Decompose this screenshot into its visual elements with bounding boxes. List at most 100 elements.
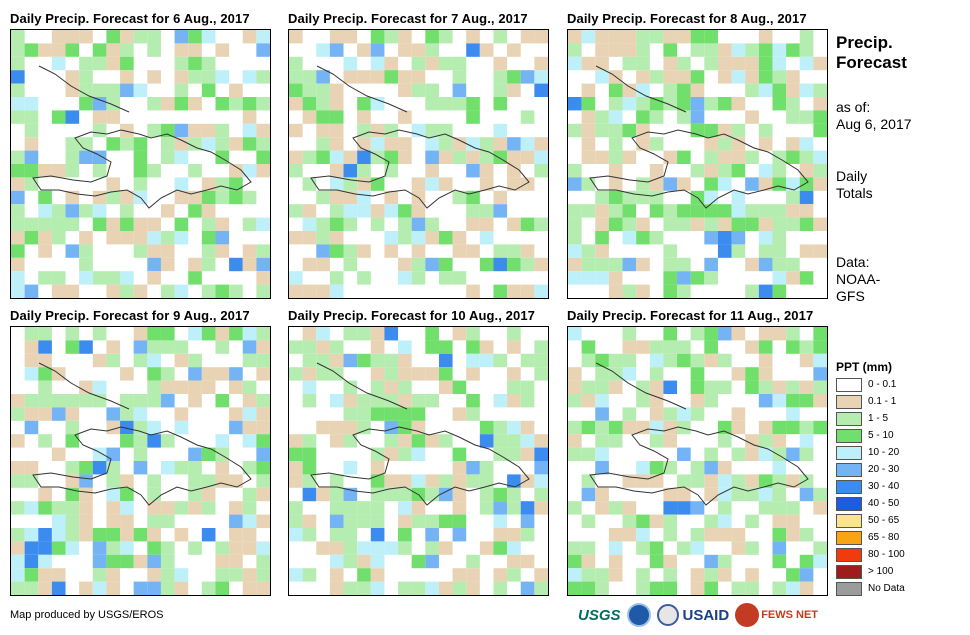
precip-cell (201, 204, 216, 218)
precip-cell (493, 204, 508, 218)
precip-cell (772, 244, 787, 258)
precip-cell (120, 30, 134, 44)
precip-cell (452, 474, 467, 488)
precip-cell (411, 271, 426, 285)
precip-cell (608, 541, 623, 555)
daily-label: Daily (836, 168, 868, 184)
precip-cell (106, 340, 121, 354)
precip-cell (201, 501, 216, 515)
precip-cell (717, 123, 732, 138)
precip-cell (329, 474, 344, 488)
precip-cell (493, 394, 508, 408)
precip-cell (690, 164, 705, 178)
precip-cell (507, 394, 521, 408)
precip-cell (493, 487, 508, 502)
precip-cell (411, 407, 426, 421)
precip-cell (438, 581, 453, 595)
precip-cell (65, 137, 80, 151)
precip-cell (507, 487, 521, 502)
precip-cell (608, 528, 623, 542)
precip-cell (581, 56, 596, 71)
precip-cell (786, 581, 800, 595)
precip-cell (357, 190, 371, 205)
precip-cell (622, 83, 637, 97)
precip-cell (302, 257, 317, 272)
legend-swatch (836, 564, 862, 579)
precip-cell (242, 110, 257, 124)
precip-cell (731, 407, 746, 421)
data-source-2: GFS (836, 288, 865, 304)
precip-cell (636, 190, 650, 205)
precip-cell (786, 447, 800, 461)
precip-cell (663, 554, 678, 569)
precip-cell (38, 367, 52, 381)
precip-cell (174, 407, 189, 421)
precip-cell (398, 30, 412, 44)
precip-cell (622, 150, 637, 164)
precip-cell (357, 97, 371, 111)
precip-cell (106, 568, 121, 582)
precip-cell (201, 284, 216, 298)
precip-cell (745, 340, 759, 354)
precip-cell (201, 244, 216, 258)
precip-cell (357, 164, 371, 178)
precip-cell (343, 541, 358, 555)
precip-cell (731, 581, 746, 595)
precip-cell (786, 190, 800, 205)
precip-cell (92, 461, 107, 475)
precip-cell (731, 204, 746, 218)
precip-cell (438, 541, 453, 555)
precip-cell (520, 244, 535, 258)
precip-cell (229, 541, 243, 555)
precip-cell (493, 190, 508, 205)
precip-cell (242, 244, 257, 258)
precip-cell (302, 394, 317, 408)
precip-cell (786, 340, 800, 354)
precip-cell (745, 43, 759, 57)
precip-cell (704, 97, 718, 111)
precip-cell (65, 70, 80, 84)
precip-cell (188, 380, 202, 394)
precip-cell (663, 97, 678, 111)
precip-cell (568, 123, 582, 138)
precip-cell (507, 474, 521, 488)
precip-cell (256, 284, 270, 298)
precip-cell (663, 353, 678, 368)
precip-cell (398, 231, 412, 245)
precip-cell (106, 83, 121, 97)
precip-cell (622, 340, 637, 354)
precip-cell (758, 123, 773, 138)
precip-cell (786, 150, 800, 164)
precip-cell (534, 434, 548, 448)
precip-cell (731, 43, 746, 57)
precip-cell (256, 407, 270, 421)
precip-cell (38, 43, 52, 57)
precip-cell (398, 353, 412, 368)
precip-cell (316, 244, 330, 258)
precip-cell (24, 43, 39, 57)
precip-cell (316, 137, 330, 151)
precip-cell (92, 541, 107, 555)
precip-cell (690, 407, 705, 421)
precip-cell (11, 217, 25, 231)
precip-cell (745, 447, 759, 461)
precip-cell (188, 461, 202, 475)
precip-cell (343, 150, 358, 164)
legend-swatch (836, 377, 862, 392)
precip-cell (649, 231, 664, 245)
precip-cell (357, 137, 371, 151)
precip-cell (786, 177, 800, 191)
precip-cell (663, 327, 678, 341)
precip-cell (758, 244, 773, 258)
precip-cell (438, 137, 453, 151)
precip-cell (425, 217, 439, 231)
precip-cell (636, 568, 650, 582)
precip-cell (493, 541, 508, 555)
precip-cell (106, 581, 121, 595)
precip-cell (188, 257, 202, 272)
precip-cell (649, 164, 664, 178)
precip-cell (357, 541, 371, 555)
precip-cell (813, 367, 827, 381)
precip-cell (174, 123, 189, 138)
precip-cell (636, 394, 650, 408)
